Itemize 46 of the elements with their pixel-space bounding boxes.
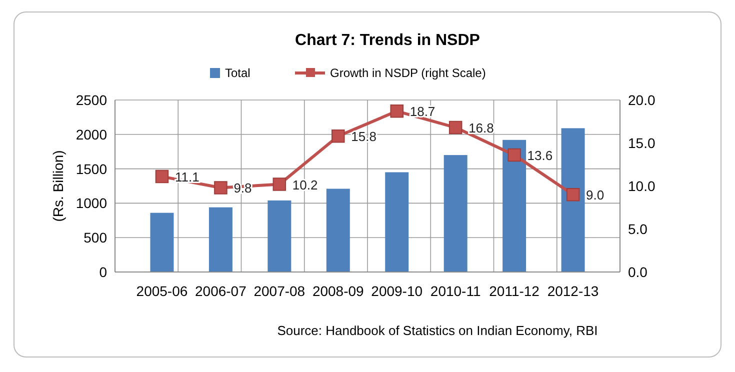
x-tick-label: 2012-13 bbox=[547, 283, 599, 299]
x-tick-label: 2008-09 bbox=[312, 283, 364, 299]
data-label: 15.8 bbox=[351, 129, 376, 144]
data-label: 10.2 bbox=[292, 177, 318, 192]
y2-tick-label: 10.0 bbox=[628, 178, 656, 194]
bar bbox=[502, 140, 526, 272]
y-tick-label: 2000 bbox=[76, 126, 108, 142]
point bbox=[155, 170, 169, 184]
bar bbox=[150, 212, 174, 272]
point bbox=[508, 148, 521, 162]
bar bbox=[268, 200, 292, 272]
point bbox=[272, 178, 286, 191]
legend-label: Total bbox=[225, 66, 250, 80]
point bbox=[332, 129, 345, 143]
point bbox=[566, 188, 580, 202]
x-tick-label: 2011-12 bbox=[489, 283, 540, 299]
bar bbox=[561, 128, 585, 272]
point bbox=[214, 181, 228, 194]
point bbox=[448, 120, 462, 134]
x-tick-label: 2005-06 bbox=[136, 283, 188, 299]
data-label: 16.8 bbox=[468, 120, 494, 136]
x-tick-label: 2009-10 bbox=[371, 283, 423, 299]
x-tick-label: 2007-08 bbox=[254, 283, 306, 299]
y-tick-label: 500 bbox=[84, 230, 108, 246]
x-tick-label: 2010-11 bbox=[430, 283, 481, 299]
x-tick-label: 2006-07 bbox=[195, 283, 247, 299]
point bbox=[390, 104, 404, 118]
y-tick-label: 2500 bbox=[76, 92, 108, 108]
y2-tick-label: 15.0 bbox=[628, 135, 656, 151]
source-note: Source: Handbook of Statistics on Indian Economy, RBI bbox=[277, 323, 598, 338]
y2-tick-label: 0.0 bbox=[628, 264, 648, 280]
bar bbox=[208, 207, 232, 272]
data-label: 13.6 bbox=[527, 148, 553, 164]
bar bbox=[385, 172, 409, 272]
bar bbox=[326, 188, 350, 272]
y2-tick-label: 5.0 bbox=[628, 221, 648, 237]
y2-tick-label: 20.0 bbox=[628, 92, 656, 108]
chart-title: Chart 7: Trends in NSDP bbox=[295, 32, 480, 49]
y-tick-label: 1000 bbox=[76, 195, 108, 212]
y-tick-label: 1500 bbox=[76, 160, 108, 177]
y-tick-label: 0 bbox=[99, 264, 108, 280]
legend-label: Growth in NSDP (right Scale) bbox=[330, 66, 486, 80]
bar bbox=[444, 155, 468, 272]
data-label: 9.0 bbox=[586, 188, 604, 203]
y-axis-title: (Rs. Billion) bbox=[50, 150, 66, 222]
data-label: 18.7 bbox=[410, 104, 436, 120]
